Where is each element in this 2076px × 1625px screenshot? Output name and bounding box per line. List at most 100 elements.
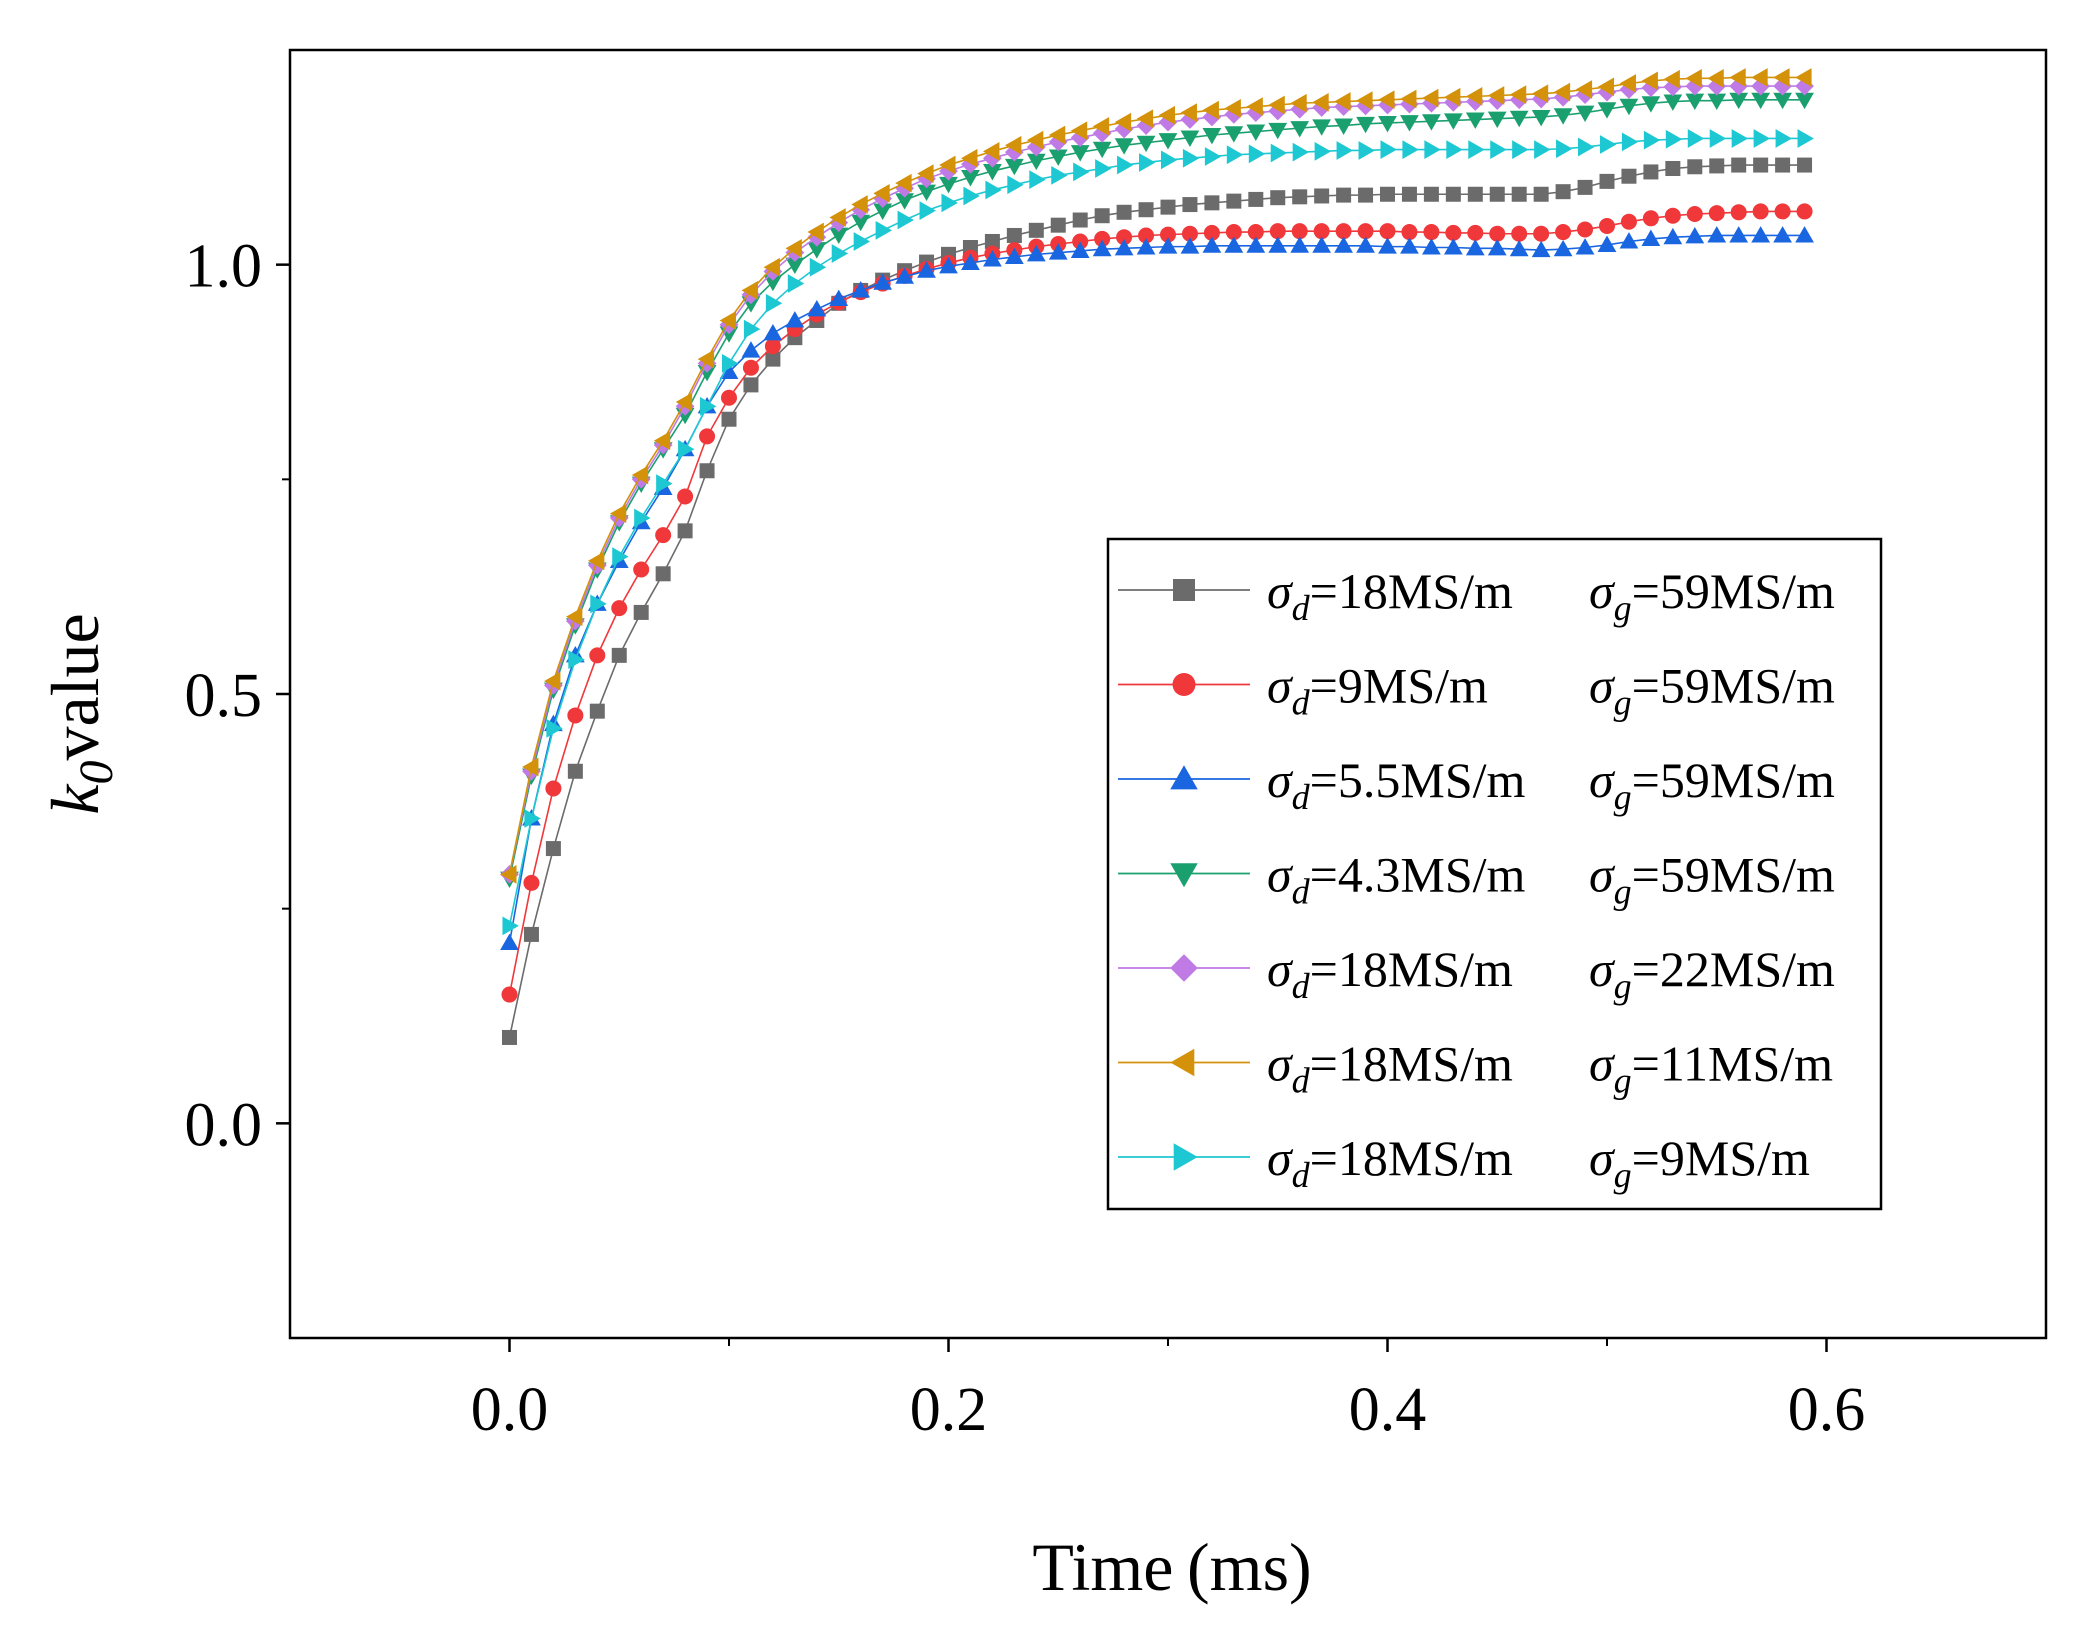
data-point [1356, 116, 1375, 134]
y-axis-title: k0value [37, 613, 123, 814]
data-point [1731, 129, 1749, 148]
data-point [1465, 238, 1485, 256]
data-point [1026, 244, 1046, 262]
data-point [1531, 84, 1549, 104]
data-point [1136, 109, 1154, 129]
legend-item-sd18_sg22: σd=18MS/m σg=22MS/m [1118, 941, 1835, 1006]
data-point [1553, 239, 1573, 257]
data-point [1773, 68, 1790, 87]
legend-label-g: σg=59MS/m [1589, 563, 1835, 628]
data-point [589, 647, 606, 664]
data-point [939, 155, 956, 175]
data-point [1423, 224, 1440, 241]
data-point [1312, 93, 1329, 112]
y-tick-label: 0.5 [185, 662, 263, 730]
data-point [1422, 238, 1441, 255]
legend-item-sd55_sg59: σd=5.5MS/m σg=59MS/m [1118, 752, 1835, 817]
data-point [1707, 226, 1727, 243]
data-point [655, 566, 671, 582]
data-point [1028, 222, 1044, 238]
data-point [917, 261, 936, 278]
data-point [785, 257, 805, 275]
data-point [919, 201, 936, 220]
data-point [1224, 99, 1241, 118]
data-point [1422, 114, 1441, 131]
data-point [1401, 186, 1417, 202]
data-point [1357, 223, 1374, 240]
data-point [741, 341, 761, 358]
data-point [612, 547, 629, 566]
data-point [1029, 170, 1046, 190]
data-point [699, 463, 715, 479]
data-point [1797, 157, 1813, 173]
data-point [1358, 187, 1374, 203]
data-point [568, 650, 585, 670]
data-point [1621, 132, 1639, 152]
data-point [1292, 142, 1310, 162]
legend-label-d: σd=18MS/m [1267, 1036, 1513, 1101]
data-point [1685, 226, 1705, 244]
data-point [545, 841, 561, 857]
data-point [851, 195, 868, 214]
data-point [1095, 159, 1112, 178]
data-point [1619, 74, 1636, 93]
data-point [1092, 117, 1110, 136]
data-point [1555, 184, 1571, 200]
data-point [655, 527, 672, 544]
data-point [1246, 236, 1266, 253]
data-point [1312, 119, 1332, 136]
data-point [873, 203, 893, 220]
data-point [1731, 157, 1747, 173]
data-point [853, 232, 871, 251]
data-point [1753, 129, 1771, 148]
data-point [1092, 141, 1112, 159]
data-point [1269, 223, 1286, 240]
data-point [1114, 112, 1132, 132]
data-point [1597, 235, 1617, 252]
data-point [611, 600, 628, 617]
data-point [809, 257, 827, 277]
data-point [873, 184, 890, 203]
y-tick-label: 0.0 [185, 1091, 263, 1159]
data-point [1445, 186, 1461, 202]
data-point [1334, 92, 1351, 111]
data-point [1114, 238, 1134, 256]
data-point [1026, 130, 1044, 150]
data-point [1641, 229, 1661, 246]
data-point [1268, 95, 1285, 115]
data-point [678, 439, 695, 459]
data-point [1775, 129, 1792, 148]
data-point [807, 242, 827, 259]
data-point [895, 267, 914, 284]
data-point [1509, 110, 1529, 128]
data-point [1709, 129, 1727, 148]
data-point [522, 757, 539, 777]
data-point [1795, 92, 1814, 110]
data-point [1314, 141, 1332, 161]
data-point [546, 718, 563, 738]
data-point [1511, 225, 1528, 242]
data-point [1336, 187, 1352, 203]
data-point [1051, 165, 1068, 185]
data-point [1048, 149, 1068, 166]
data-point [1465, 112, 1485, 129]
data-point [633, 604, 649, 620]
data-point [523, 874, 540, 891]
data-point [1620, 213, 1637, 230]
data-point [567, 763, 583, 779]
data-point [1555, 224, 1572, 241]
data-point [1336, 141, 1353, 160]
data-point [917, 184, 936, 202]
data-point [895, 173, 912, 193]
data-point [1796, 203, 1813, 220]
legend-label-d: σd=18MS/m [1267, 563, 1513, 628]
legend-label-d: σd=4.3MS/m [1267, 847, 1526, 912]
data-point [1487, 238, 1507, 256]
data-point [1070, 241, 1090, 258]
data-point [1004, 135, 1022, 155]
data-point [1114, 138, 1134, 155]
data-point [807, 299, 827, 317]
data-point [961, 148, 978, 168]
data-point [1663, 227, 1683, 245]
